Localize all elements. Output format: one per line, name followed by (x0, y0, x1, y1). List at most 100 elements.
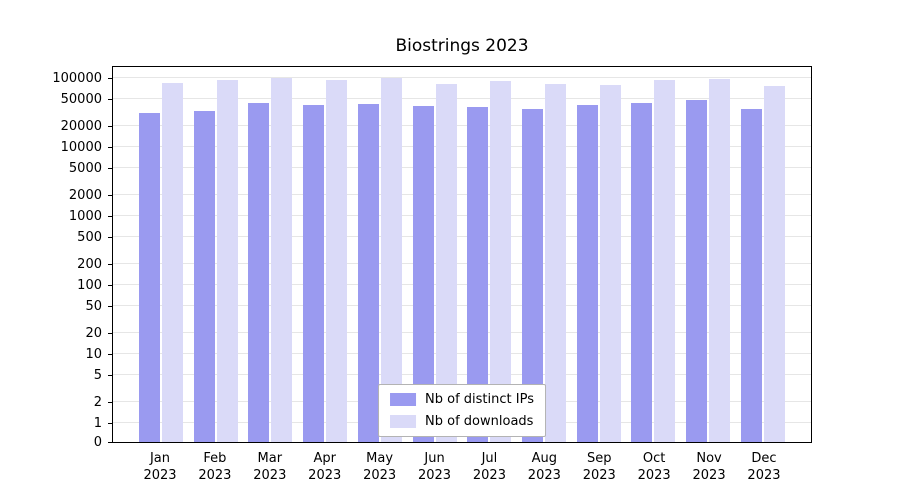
y-tick-mark (108, 147, 112, 148)
bar-group (193, 67, 238, 442)
bar-nb-of-distinct-ips (467, 107, 489, 442)
y-tick-label: 1 (93, 416, 102, 431)
y-tick-mark (108, 99, 112, 100)
bar-nb-of-distinct-ips (522, 109, 544, 442)
y-tick-mark (108, 442, 112, 443)
bar-group (522, 67, 567, 442)
bar-nb-of-distinct-ips (412, 106, 434, 442)
gridline (113, 305, 811, 306)
y-tick-label: 5 (93, 368, 102, 383)
y-tick-mark (108, 306, 112, 307)
bars-layer (113, 67, 811, 442)
legend-swatch (390, 393, 417, 406)
x-tick-label: Jan 2023 (143, 451, 177, 483)
y-tick-label: 10 (85, 347, 102, 362)
y-tick-mark (108, 375, 112, 376)
x-axis: Jan 2023 Feb 2023 Mar 2023 Apr 2023 May 2023… (112, 450, 812, 484)
y-tick-label: 100 (77, 278, 102, 293)
bar-group (467, 67, 512, 442)
bar-nb-of-downloads (654, 80, 676, 442)
legend-entry: Nb of distinct IPs (390, 392, 534, 407)
bar-group (412, 67, 457, 442)
gridline (113, 332, 811, 333)
x-tick-label: Sep 2023 (582, 451, 616, 483)
y-tick-label: 10000 (60, 140, 102, 155)
y-tick-mark (108, 354, 112, 355)
bar-nb-of-downloads (545, 84, 567, 442)
x-tick-label: May 2023 (363, 451, 397, 483)
bar-nb-of-distinct-ips (248, 103, 270, 442)
gridline (113, 98, 811, 99)
gridline (113, 236, 811, 237)
bar-nb-of-distinct-ips (139, 113, 160, 442)
bar-nb-of-downloads (599, 85, 621, 442)
legend-label: Nb of distinct IPs (425, 392, 534, 407)
y-tick-mark (108, 285, 112, 286)
gridline (113, 77, 811, 78)
y-tick-label: 2 (93, 395, 102, 410)
bar-nb-of-downloads (326, 80, 348, 442)
bar-nb-of-distinct-ips (740, 109, 762, 442)
bar-group (248, 67, 293, 442)
bar-nb-of-downloads (216, 80, 238, 442)
y-tick-mark (108, 333, 112, 334)
y-tick-mark (108, 264, 112, 265)
y-tick-mark (108, 168, 112, 169)
bar-nb-of-distinct-ips (686, 100, 708, 442)
legend: Nb of distinct IPs Nb of downloads (378, 384, 546, 437)
x-tick-label: Oct 2023 (637, 451, 671, 483)
y-tick-label: 200 (77, 257, 102, 272)
bar-group (686, 67, 731, 442)
y-tick-mark (108, 126, 112, 127)
y-tick-label: 500 (77, 230, 102, 245)
bar-nb-of-downloads (490, 81, 512, 442)
bar-nb-of-distinct-ips (303, 105, 325, 442)
gridline (113, 374, 811, 375)
x-tick-label: Dec 2023 (747, 451, 781, 483)
bar-nb-of-downloads (380, 78, 402, 442)
y-tick-label: 5000 (68, 161, 102, 176)
x-tick-label: Feb 2023 (198, 451, 232, 483)
gridline (113, 146, 811, 147)
gridline (113, 194, 811, 195)
y-tick-mark (108, 216, 112, 217)
x-tick-label: Apr 2023 (308, 451, 342, 483)
x-tick-label: Jul 2023 (472, 451, 506, 483)
bar-group (576, 67, 621, 442)
bar-nb-of-distinct-ips (193, 111, 215, 442)
bar-nb-of-downloads (271, 78, 293, 442)
bar-group (631, 67, 676, 442)
y-tick-label: 100000 (52, 71, 102, 86)
gridline (113, 263, 811, 264)
y-tick-label: 0 (93, 435, 102, 450)
legend-swatch (390, 415, 417, 428)
bar-nb-of-distinct-ips (357, 104, 379, 442)
bar-nb-of-downloads (162, 83, 183, 442)
plot-area: Nb of distinct IPs Nb of downloads (112, 66, 812, 443)
gridline (113, 215, 811, 216)
y-tick-mark (108, 195, 112, 196)
y-tick-mark (108, 423, 112, 424)
bar-nb-of-downloads (435, 84, 457, 442)
y-tick-mark (108, 78, 112, 79)
x-tick-label: Jun 2023 (417, 451, 452, 483)
legend-entry: Nb of downloads (390, 414, 534, 429)
x-tick-label: Nov 2023 (692, 451, 726, 483)
bar-nb-of-distinct-ips (631, 103, 653, 442)
y-tick-label: 20000 (60, 119, 102, 134)
y-tick-label: 2000 (68, 188, 102, 203)
bar-group (139, 67, 183, 442)
y-axis: 0 1 2 5 10 20 50 100 200 500 1000 2000 5000 10000 2000… (0, 66, 112, 450)
y-tick-label: 1000 (68, 209, 102, 224)
y-tick-label: 50 (85, 299, 102, 314)
y-tick-mark (108, 402, 112, 403)
y-tick-label: 20 (85, 326, 102, 341)
gridline (113, 167, 811, 168)
bar-nb-of-distinct-ips (576, 105, 598, 442)
bar-nb-of-downloads (709, 79, 731, 442)
gridline (113, 125, 811, 126)
bar-nb-of-downloads (763, 86, 785, 442)
legend-label: Nb of downloads (425, 414, 534, 429)
gridline (113, 353, 811, 354)
